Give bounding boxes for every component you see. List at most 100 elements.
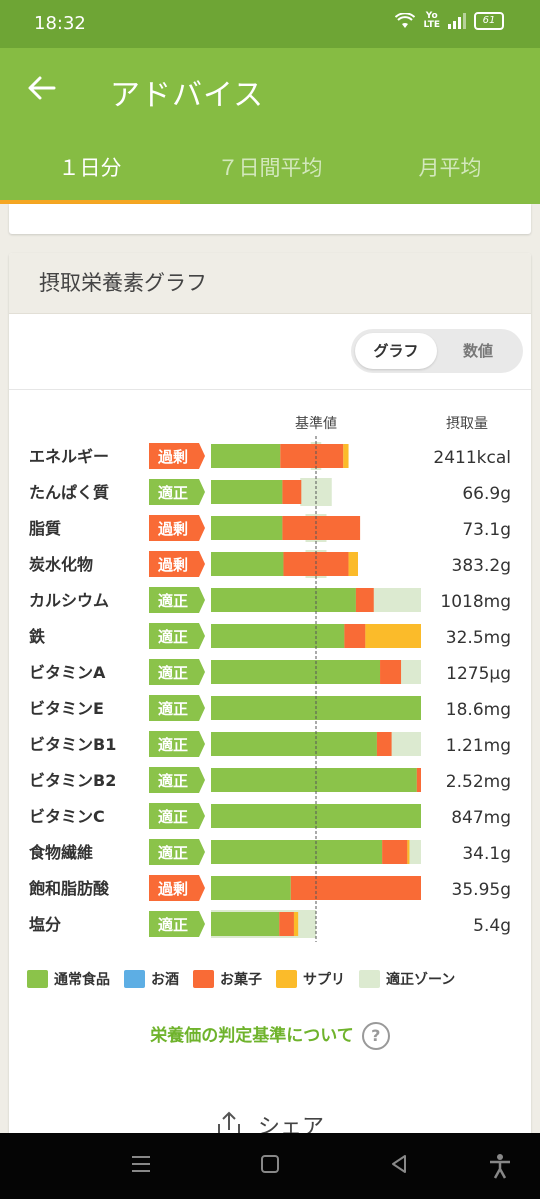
legend-label: サプリ: [303, 972, 345, 988]
legend-swatch: [124, 970, 145, 988]
status-badge-label: 過剰: [157, 448, 188, 466]
back-icon[interactable]: [388, 1153, 410, 1175]
legend-label: お酒: [151, 972, 179, 988]
bar-snacks: [280, 444, 344, 468]
legend-label: 適正ゾーン: [386, 972, 456, 988]
wifi-icon: [395, 13, 416, 28]
intake-amount: 2411kcal: [433, 448, 511, 468]
status-badge: [149, 803, 205, 829]
bar-supplement: [407, 840, 410, 864]
bar-normal-food: [211, 552, 284, 576]
volte-icon: Yo LTE: [423, 11, 440, 30]
back-arrow-icon[interactable]: [26, 72, 58, 104]
status-badge: [149, 839, 205, 865]
bar-supplement: [348, 552, 358, 576]
nutrient-name: ビタミンB1: [29, 735, 116, 754]
status-badge: [149, 587, 205, 613]
status-badge: [149, 479, 205, 505]
criteria-link-label: 栄養価の判定基準について: [150, 1026, 354, 1046]
nutrient-name: ビタミンC: [29, 807, 105, 826]
intake-amount: 18.6mg: [446, 700, 511, 720]
reference-label: 基準値: [295, 415, 337, 432]
intake-amount: 5.4g: [473, 916, 511, 936]
legend-item: お酒: [124, 969, 179, 989]
nutrient-name: 炭水化物: [29, 555, 93, 574]
nutrient-name: 塩分: [29, 915, 61, 934]
status-badge-label: 適正: [158, 664, 188, 682]
nutrient-name: ビタミンA: [29, 663, 106, 682]
system-icons: Yo LTE 61: [395, 12, 504, 30]
status-badge: [149, 731, 205, 757]
criteria-link[interactable]: 栄養価の判定基準について?: [9, 1021, 531, 1050]
legend-swatch: [27, 970, 48, 988]
status-badge-label: 適正: [158, 628, 188, 646]
bar-normal-food: [211, 444, 281, 468]
intake-amount: 1275μg: [446, 664, 511, 684]
status-badge: [149, 659, 205, 685]
bar-snacks: [382, 840, 408, 864]
intake-amount: 383.2g: [452, 556, 511, 576]
tab-seven-day-average[interactable]: ７日間平均: [217, 156, 323, 180]
status-badge-label: 適正: [158, 772, 188, 790]
help-icon[interactable]: ?: [361, 1022, 390, 1050]
bar-normal-food: [211, 516, 283, 540]
intake-amount: 32.5mg: [446, 628, 511, 648]
status-bar: 18:32 Yo LTE 61: [0, 0, 540, 48]
status-badge-label: 適正: [158, 808, 188, 826]
bar-snacks: [290, 876, 421, 900]
view-toggle: グラフ 数値: [351, 329, 523, 373]
tab-monthly-average[interactable]: 月平均: [418, 156, 482, 180]
status-badge: [149, 515, 205, 541]
legend-item: 通常食品: [27, 969, 110, 989]
status-badge: [149, 695, 205, 721]
bar-snacks: [282, 480, 302, 504]
status-badge: [149, 551, 205, 577]
bar-normal-food: [211, 912, 280, 936]
intake-amount: 2.52mg: [446, 772, 511, 792]
status-badge-label: 過剰: [157, 520, 188, 538]
status-badge-label: 適正: [158, 484, 188, 502]
previous-card: [9, 204, 531, 234]
nutrient-name: ビタミンE: [29, 699, 104, 718]
legend-item: お菓子: [193, 969, 262, 989]
nutrient-graph-card: 摂取栄養素グラフ グラフ 数値 基準値 摂取量 エネルギー 過剰 2411kcal たんぱ…: [9, 253, 531, 1153]
bar-snacks: [279, 912, 294, 936]
bar-normal-food: [211, 624, 345, 648]
toggle-graph-button[interactable]: グラフ: [355, 333, 437, 369]
bar-supplement: [365, 624, 421, 648]
status-badge-label: 過剰: [157, 880, 188, 898]
tab-one-day[interactable]: １日分: [0, 136, 180, 204]
legend-swatch: [276, 970, 297, 988]
bar-normal-food: [211, 876, 291, 900]
nutrient-name: たんぱく質: [29, 483, 109, 502]
bar-normal-food: [211, 840, 383, 864]
status-badge: [149, 443, 205, 469]
accessibility-icon[interactable]: [488, 1153, 512, 1179]
toggle-values-button[interactable]: 数値: [462, 342, 493, 360]
intake-amount: 34.1g: [462, 844, 511, 864]
legend-swatch: [193, 970, 214, 988]
bar-normal-food: [211, 588, 356, 612]
recent-apps-icon[interactable]: [130, 1153, 152, 1175]
intake-amount: 35.95g: [452, 880, 511, 900]
legend: 通常食品 お酒 お菓子 サプリ 適正ゾーン: [27, 969, 527, 989]
legend-swatch: [359, 970, 380, 988]
bar-normal-food: [211, 768, 417, 792]
bar-snacks: [416, 768, 421, 792]
status-badge-label: 適正: [158, 700, 188, 718]
bar-snacks: [380, 660, 402, 684]
page-title: アドバイス: [110, 78, 265, 113]
bar-normal-food: [211, 732, 377, 756]
bar-supplement: [293, 912, 299, 936]
app-bar: アドバイス: [0, 48, 540, 136]
home-icon[interactable]: [259, 1153, 281, 1175]
nutrient-name: カルシウム: [29, 591, 109, 610]
status-badge-label: 適正: [158, 736, 188, 754]
bar-snacks: [355, 588, 374, 612]
nutrient-name: 鉄: [29, 627, 45, 646]
nutrient-name: 脂質: [29, 519, 61, 538]
bar-snacks: [376, 732, 392, 756]
status-badge: [149, 875, 205, 901]
bar-supplement: [343, 444, 349, 468]
